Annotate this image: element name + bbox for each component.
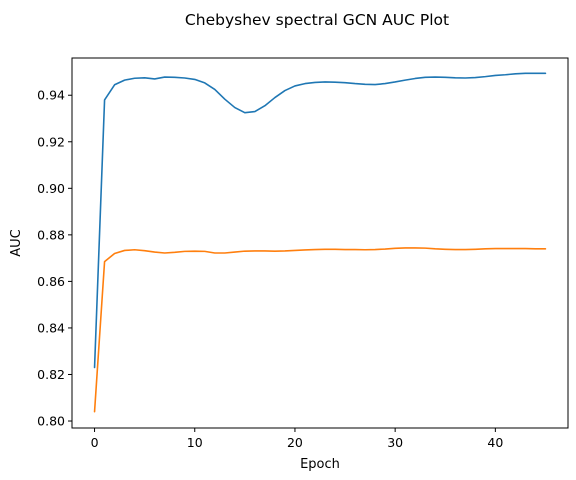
y-tick-label: 0.84 bbox=[37, 320, 65, 335]
x-tick-label: 20 bbox=[287, 435, 303, 450]
y-tick-label: 0.90 bbox=[37, 181, 65, 196]
y-tick-label: 0.94 bbox=[37, 88, 65, 103]
x-tick-label: 0 bbox=[91, 435, 99, 450]
y-axis-label: AUC bbox=[9, 229, 24, 257]
x-axis-label: Epoch bbox=[300, 457, 340, 472]
x-tick-label: 10 bbox=[187, 435, 203, 450]
plot-frame bbox=[71, 57, 569, 429]
y-tick-label: 0.92 bbox=[37, 134, 65, 149]
ticks-layer: 0 10 20 30 40 0.80 0.82 0.84 0.86 0.88 0.90 0.92 0.9… bbox=[37, 88, 503, 450]
x-tick-label: 40 bbox=[487, 435, 503, 450]
series-line-1 bbox=[93, 72, 547, 369]
y-tick-label: 0.88 bbox=[37, 227, 65, 242]
series-layer bbox=[93, 72, 547, 413]
chart-title: Chebyshev spectral GCN AUC Plot bbox=[185, 11, 449, 29]
series-line-2 bbox=[93, 247, 547, 413]
x-tick-label: 30 bbox=[387, 435, 403, 450]
y-tick-label: 0.80 bbox=[37, 414, 65, 429]
y-tick-label: 0.86 bbox=[37, 274, 65, 289]
y-tick-label: 0.82 bbox=[37, 367, 65, 382]
